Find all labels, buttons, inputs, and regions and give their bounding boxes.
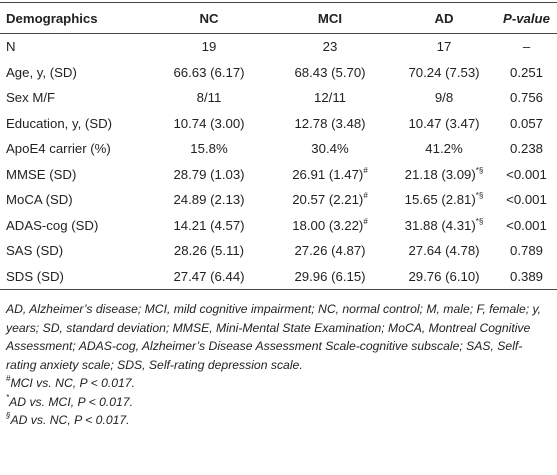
cell-value: 21.18 (3.09) [404,166,476,182]
table-cell: 41.2% [425,141,463,157]
footnote: #MCI vs. NC, P < 0.017. [6,374,551,393]
table-cell: <0.001 [506,217,547,233]
table-cell: ApoE4 carrier (%) [6,141,111,157]
table-cell: 27.26 (4.87) [294,243,366,259]
table-row: ApoE4 carrier (%) 15.8% 30.4% 41.2% 0.238 [0,136,557,162]
table-cell: ADAS-cog (SD) [6,217,99,233]
table-cell: 8/11 [196,90,222,106]
header-cell: MCI [268,2,392,34]
table-cell: Age, y, (SD) [6,64,77,80]
footnote-text: MCI vs. NC, P < 0.017. [10,376,135,390]
header-row: Demographics NC MCI AD P-value [0,2,557,34]
footnote: *AD vs. MCI, P < 0.017. [6,393,551,412]
table-cell: 27.64 (4.78) [408,243,480,259]
table-cell: 18.00 (3.22)# [268,213,392,239]
notes: #MCI vs. NC, P < 0.017. *AD vs. MCI, P < … [6,374,551,430]
cell-value: 26.91 (1.47) [292,166,364,182]
table-cell: SDS (SD) [0,263,150,290]
table-row: SDS (SD) 27.47 (6.44) 29.96 (6.15) 29.76 (6… [0,263,557,290]
footnotes: AD, Alzheimer’s disease; MCI, mild cogni… [0,290,557,430]
table-row: Sex M/F 8/11 12/11 9/8 0.756 [0,85,557,111]
table-cell: MMSE (SD) [6,166,77,182]
table-cell: 31.88 (4.31)*§ [392,213,496,239]
table-cell: 10.47 (3.47) [408,115,480,131]
table-cell: 15.65 (2.81)*§ [392,187,496,213]
table-row: N 19 23 17 – [0,34,557,60]
footnote-mark: § [6,411,11,420]
table-cell: 12.78 (3.48) [294,115,366,131]
cell-value: 15.65 (2.81) [404,192,476,208]
demographics-table: Demographics NC MCI AD P-value N 19 23 17 – Age, … [0,2,557,290]
table-cell: 30.4% [311,141,349,157]
table-cell: 17 [436,39,452,55]
table-cell: 0.756 [509,90,543,106]
table-cell: – [522,39,531,55]
table-cell: 14.21 (4.57) [173,217,245,233]
table-cell: 20.57 (2.21)# [268,187,392,213]
header-cell: NC [150,2,268,34]
cell-superscript: *§ [475,216,484,226]
table-cell: 24.89 (2.13) [173,192,245,208]
cell-superscript: # [363,165,368,175]
table-cell: 29.76 (6.10) [392,263,496,290]
table-cell: 70.24 (7.53) [408,64,480,80]
footnote-text: AD vs. NC, P < 0.017. [10,413,130,427]
table-cell: 23 [322,39,338,55]
footnote-mark: * [6,392,10,402]
table-cell: 0.238 [509,141,543,157]
table-row: ADAS-cog (SD) 14.21 (4.57) 18.00 (3.22)# 31… [0,213,557,239]
abbreviations: AD, Alzheimer’s disease; MCI, mild cogni… [6,302,542,372]
cell-value: 31.88 (4.31) [404,217,476,233]
table-cell: 26.91 (1.47)# [268,162,392,188]
table-row: Education, y, (SD) 10.74 (3.00) 12.78 (3.4… [0,111,557,137]
table-row: MoCA (SD) 24.89 (2.13) 20.57 (2.21)# 15.65 … [0,187,557,213]
cell-value: 18.00 (3.22) [292,217,364,233]
table-cell: 0.789 [509,243,543,259]
table-cell: 19 [201,39,217,55]
table-cell: 12/11 [313,90,347,106]
table-cell: N [6,39,16,55]
footnote-text: AD vs. MCI, P < 0.017. [9,394,133,409]
table-row: Age, y, (SD) 66.63 (6.17) 68.43 (5.70) 70.2… [0,60,557,86]
table-cell: Education, y, (SD) [6,115,113,131]
table-cell: 0.057 [509,115,543,131]
table-cell: 28.26 (5.11) [173,243,245,259]
table-cell: MoCA (SD) [6,192,73,208]
table-cell: 66.63 (6.17) [173,64,245,80]
table-cell: 0.389 [496,263,557,290]
footnote-mark: # [6,374,11,383]
table-cell: 0.251 [509,64,543,80]
table-cell: SAS (SD) [6,243,64,259]
footnote: §AD vs. NC, P < 0.017. [6,411,551,430]
cell-superscript: # [363,216,368,226]
table-row: SAS (SD) 28.26 (5.11) 27.26 (4.87) 27.64 (4… [0,238,557,264]
table-cell: <0.001 [506,166,547,182]
table-cell: 21.18 (3.09)*§ [392,162,496,188]
table-cell: 28.79 (1.03) [173,166,245,182]
header-cell: AD [392,2,496,34]
table-cell: 15.8% [190,141,228,157]
table-cell: 10.74 (3.00) [173,115,245,131]
cell-superscript: # [363,191,368,201]
header-cell: P-value [496,2,557,34]
cell-superscript: *§ [475,165,484,175]
table-cell: 27.47 (6.44) [150,263,268,290]
cell-superscript: *§ [475,191,484,201]
table-cell: 29.96 (6.15) [268,263,392,290]
table-row: MMSE (SD) 28.79 (1.03) 26.91 (1.47)# 21.18 … [0,162,557,188]
table-cell: Sex M/F [6,90,56,106]
table-cell: <0.001 [506,192,547,208]
header-cell: Demographics [0,2,150,34]
table-cell: 68.43 (5.70) [294,64,366,80]
cell-value: 20.57 (2.21) [292,192,364,208]
table-cell: 9/8 [434,90,454,106]
table-body: N 19 23 17 – Age, y, (SD) 66.63 (6.17) 68.43 (5… [0,34,557,290]
